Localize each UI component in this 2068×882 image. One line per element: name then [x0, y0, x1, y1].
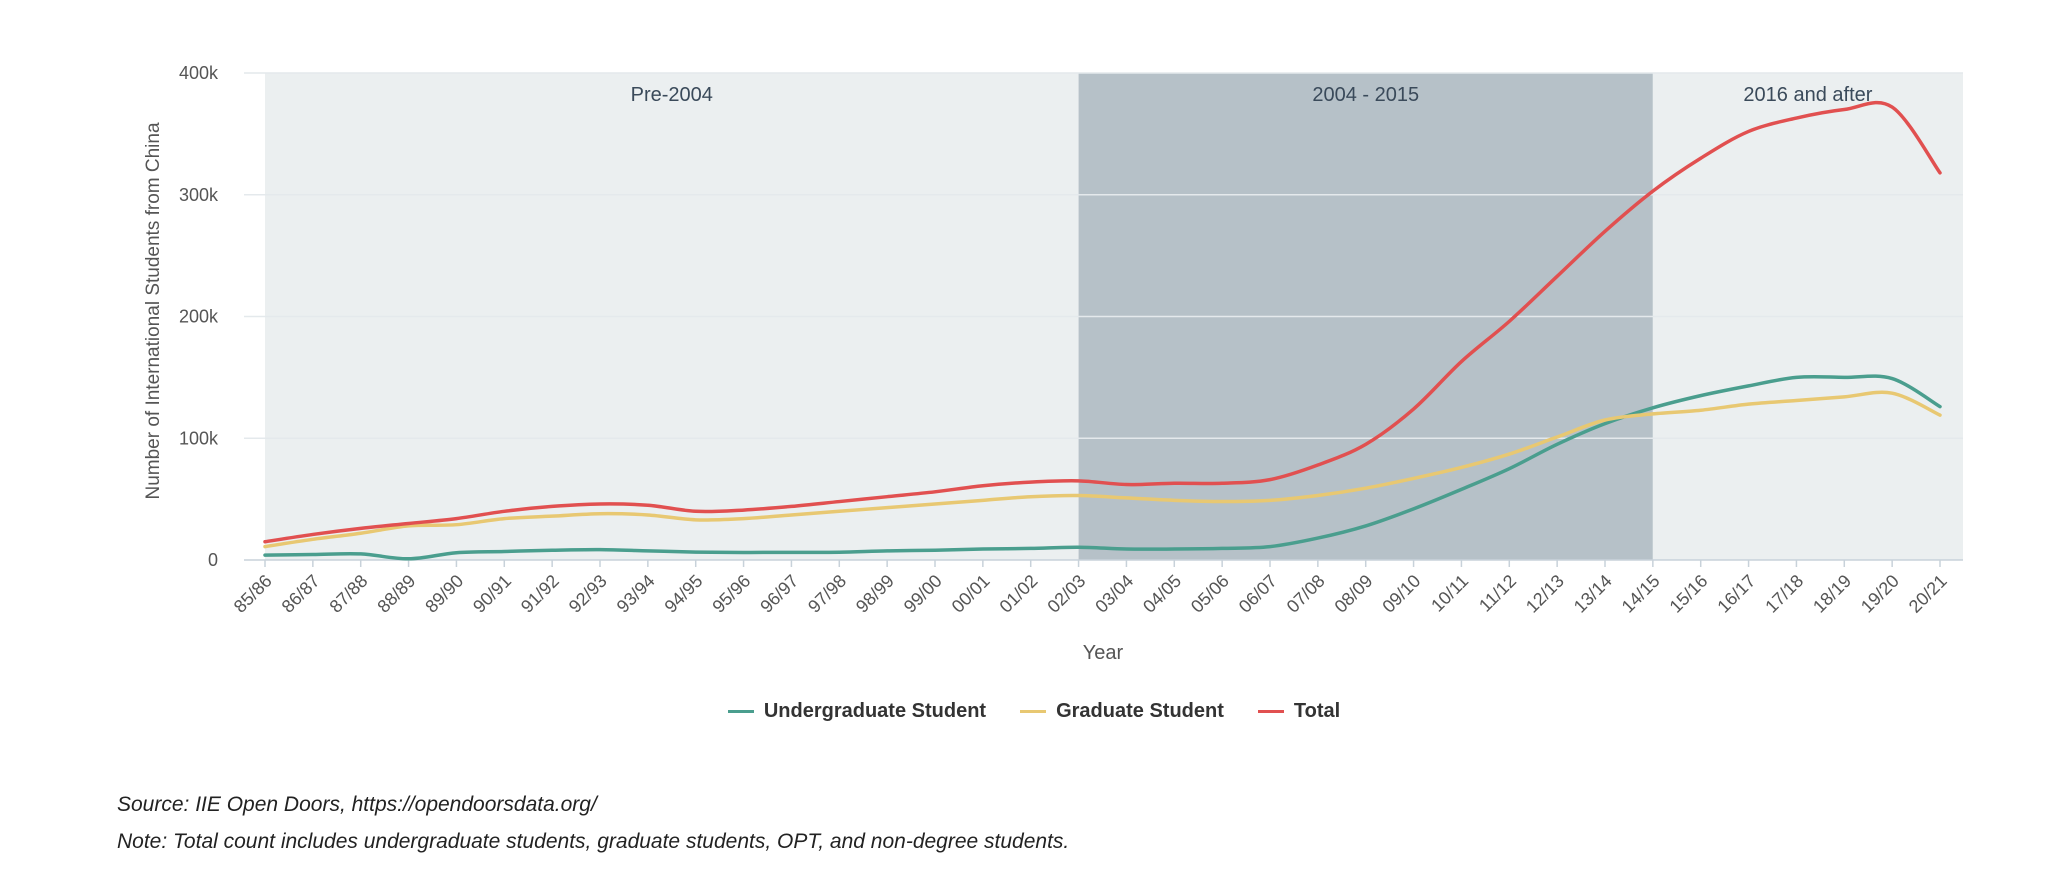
y-tick-label: 100k: [179, 428, 219, 448]
x-tick-label: 85/86: [230, 571, 276, 617]
chart-footer: Source: IIE Open Doors, https://opendoor…: [117, 786, 1069, 860]
legend-label-total: Total: [1293, 700, 1341, 722]
x-tick-label: 98/99: [852, 571, 898, 617]
x-tick-label: 02/03: [1043, 571, 1089, 617]
era-band-label: 2004 - 2015: [1312, 84, 1419, 106]
legend-swatch-total: [1257, 710, 1284, 713]
x-tick-label: 92/93: [565, 571, 611, 617]
x-tick-label: 09/10: [1378, 571, 1424, 617]
source-note: Source: IIE Open Doors, https://opendoor…: [117, 793, 597, 816]
x-axis-label: Year: [1083, 642, 1124, 664]
x-tick-label: 13/14: [1570, 571, 1616, 617]
x-tick-label: 07/08: [1283, 571, 1329, 617]
legend-item-graduate[interactable]: Graduate Student: [1020, 700, 1224, 723]
x-tick-label: 87/88: [326, 571, 372, 617]
x-tick-label: 15/16: [1666, 571, 1712, 617]
x-tick-label: 00/01: [948, 571, 994, 617]
x-tick-label: 17/18: [1761, 571, 1807, 617]
series-lines: [263, 100, 1942, 561]
total-note: Note: Total count includes undergraduate…: [117, 830, 1070, 853]
x-tick-label: 99/00: [900, 571, 946, 617]
gridlines: [244, 72, 1963, 561]
legend-item-total[interactable]: Total: [1257, 700, 1341, 723]
x-tick-label: 94/95: [661, 571, 707, 617]
x-tick-label: 06/07: [1235, 571, 1281, 617]
x-tick-label: 19/20: [1857, 571, 1903, 617]
x-tick-label: 01/02: [996, 571, 1042, 617]
era-band-label: Pre-2004: [631, 84, 713, 106]
x-tick-label: 89/90: [421, 571, 467, 617]
x-tick-label: 97/98: [804, 571, 850, 617]
series-line-undergraduate-student[interactable]: [263, 374, 1942, 561]
y-tick-label: 0: [208, 550, 218, 570]
x-tick-label: 95/96: [708, 571, 754, 617]
x-tick-label: 05/06: [1187, 571, 1233, 617]
series-line-total[interactable]: [263, 100, 1942, 544]
x-tick-label: 86/87: [278, 571, 324, 617]
y-tick-label: 300k: [179, 185, 219, 205]
x-tick-label: 16/17: [1713, 571, 1759, 617]
series-line-graduate-student[interactable]: [263, 390, 1942, 549]
legend-swatch-graduate: [1020, 710, 1047, 713]
legend-swatch-undergraduate: [727, 710, 754, 713]
x-tick-label: 93/94: [613, 571, 659, 617]
legend-label-undergraduate: Undergraduate Student: [763, 700, 987, 722]
era-band-label: 2016 and after: [1743, 84, 1872, 106]
x-axis-ticks: 85/86 86/87 87/88 88/89 89/90 90/91 91/92 92/93…: [230, 560, 1951, 617]
x-tick-label: 14/15: [1618, 571, 1664, 617]
x-tick-label: 18/19: [1809, 571, 1855, 617]
x-tick-label: 88/89: [373, 571, 419, 617]
x-tick-label: 10/11: [1427, 571, 1472, 616]
x-tick-label: 96/97: [756, 571, 802, 617]
x-tick-label: 20/21: [1905, 571, 1951, 617]
x-tick-label: 91/92: [517, 571, 563, 617]
y-axis-label: Number of International Students from Ch…: [143, 122, 164, 499]
line-chart: Pre-2004 2004 - 2015 2016 and after 0 100k 2…: [143, 63, 1963, 664]
legend: Undergraduate Student Graduate Student T…: [0, 700, 2068, 723]
x-tick-label: 03/04: [1091, 571, 1137, 617]
x-tick-label: 04/05: [1139, 571, 1185, 617]
x-tick-label: 08/09: [1331, 571, 1377, 617]
legend-item-undergraduate[interactable]: Undergraduate Student: [727, 700, 987, 723]
x-tick-label: 90/91: [469, 571, 515, 617]
legend-label-graduate: Graduate Student: [1056, 700, 1224, 722]
y-tick-label: 200k: [179, 307, 219, 327]
y-tick-label: 400k: [179, 63, 219, 83]
x-tick-label: 11/12: [1475, 571, 1520, 616]
x-tick-label: 12/13: [1522, 571, 1568, 617]
y-axis-ticks: 0 100k 200k 300k 400k: [179, 63, 219, 570]
